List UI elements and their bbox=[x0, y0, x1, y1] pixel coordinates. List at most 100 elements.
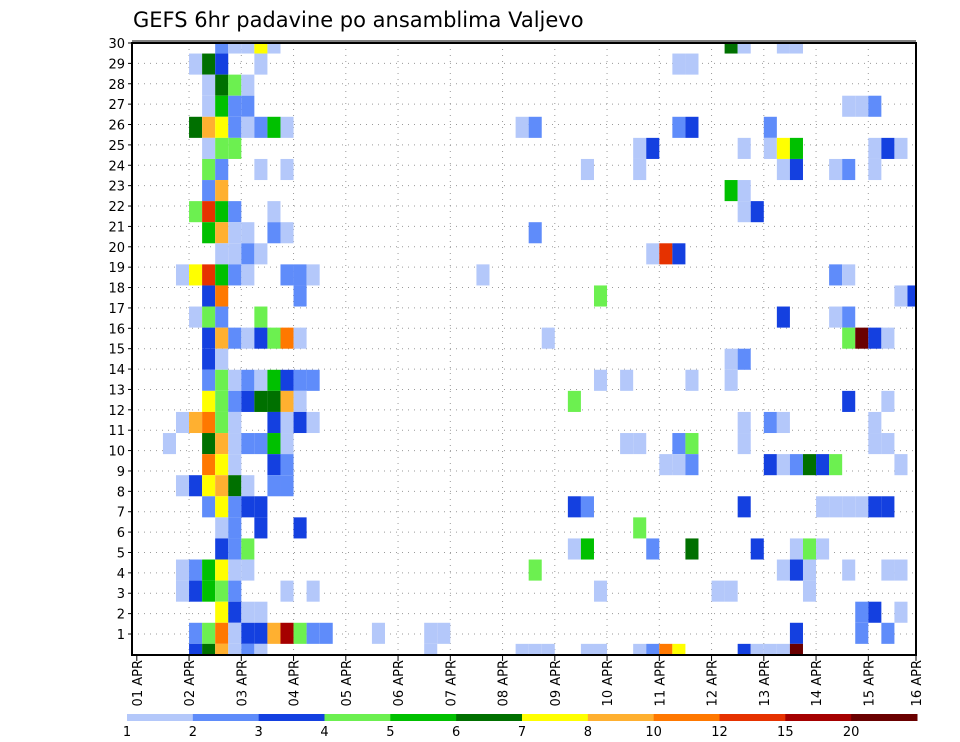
heatmap-cell bbox=[567, 390, 581, 412]
heatmap-cell bbox=[776, 454, 790, 476]
colorbar-segment bbox=[587, 714, 655, 721]
colorbar-segment bbox=[522, 714, 589, 721]
y-tick-label: 22 bbox=[108, 200, 125, 215]
heatmap-cell bbox=[672, 53, 686, 75]
heatmap-cell bbox=[280, 222, 294, 244]
heatmap-cell bbox=[280, 433, 294, 455]
colorbar: 1 2 3 4 5 6 7 8 10 12 15 20 bbox=[123, 714, 918, 740]
y-tick-label: 30 bbox=[108, 37, 125, 52]
heatmap-cell bbox=[437, 622, 451, 644]
heatmap-cell bbox=[241, 43, 255, 54]
heatmap-cell bbox=[267, 411, 281, 434]
heatmap-cell bbox=[202, 390, 216, 412]
heatmap-cell bbox=[254, 53, 268, 75]
heatmap-cell bbox=[267, 369, 281, 391]
heatmap-cell bbox=[541, 643, 555, 655]
heatmap-cell bbox=[476, 264, 490, 286]
x-tick-label: 10 APR bbox=[601, 660, 616, 706]
x-axis: 01 APR 02 APR 03 APR 04 APR 05 APR 06 APR 07 A… bbox=[131, 655, 925, 706]
heatmap-cell bbox=[228, 243, 242, 265]
heatmap-cell bbox=[724, 580, 738, 602]
heatmap-cell bbox=[215, 348, 229, 370]
heatmap-cell bbox=[215, 43, 229, 54]
x-tick-label: 15 APR bbox=[862, 660, 877, 706]
heatmap-cell bbox=[306, 622, 320, 644]
heatmap-cell bbox=[202, 433, 216, 455]
heatmap-cell bbox=[280, 390, 294, 412]
heatmap-cell bbox=[567, 538, 581, 560]
heatmap-cell bbox=[724, 348, 738, 370]
heatmap-cell bbox=[868, 433, 882, 455]
heatmap-cell bbox=[855, 496, 869, 518]
heatmap-cell bbox=[763, 137, 777, 159]
heatmap-cell bbox=[776, 559, 790, 581]
y-tick-label: 21 bbox=[108, 220, 125, 235]
heatmap-cell bbox=[189, 622, 203, 644]
heatmap-cell bbox=[855, 327, 869, 349]
heatmap-cell bbox=[228, 116, 242, 138]
y-tick-label: 16 bbox=[108, 322, 125, 337]
heatmap-cell bbox=[737, 433, 751, 455]
heatmap-cell bbox=[215, 411, 229, 434]
heatmap-cell bbox=[215, 158, 229, 181]
heatmap-cell bbox=[881, 327, 895, 349]
colorbar-label: 7 bbox=[518, 725, 526, 740]
heatmap-cell bbox=[646, 643, 660, 655]
heatmap-cell bbox=[829, 264, 843, 286]
heatmap-cell bbox=[855, 622, 869, 644]
heatmap-cell bbox=[280, 116, 294, 138]
heatmap-cell bbox=[241, 390, 255, 412]
heatmap-cell bbox=[646, 538, 660, 560]
heatmap-cell bbox=[842, 95, 856, 117]
heatmap-cell bbox=[202, 74, 216, 96]
heatmap-cell bbox=[228, 43, 242, 54]
y-tick-label: 24 bbox=[108, 159, 125, 174]
colorbar-segment bbox=[785, 714, 852, 721]
heatmap-cell bbox=[724, 180, 738, 202]
heatmap-cell bbox=[816, 538, 830, 560]
y-tick-label: 1 bbox=[117, 628, 125, 643]
y-tick-label: 20 bbox=[108, 241, 125, 256]
heatmap-cell bbox=[241, 74, 255, 96]
y-tick-label: 10 bbox=[108, 445, 125, 460]
heatmap-cell bbox=[789, 43, 803, 54]
colorbar-label: 10 bbox=[645, 725, 662, 740]
heatmap-cell bbox=[254, 622, 268, 644]
heatmap-cell bbox=[228, 454, 242, 476]
heatmap-cell bbox=[672, 454, 686, 476]
heatmap-cell bbox=[202, 580, 216, 602]
heatmap-cell bbox=[750, 201, 764, 223]
heatmap-cell bbox=[515, 116, 529, 138]
y-tick-label: 28 bbox=[108, 78, 125, 93]
heatmap-cell bbox=[228, 643, 242, 655]
heatmap-cell bbox=[215, 433, 229, 455]
heatmap-cell bbox=[789, 158, 803, 181]
heatmap-cell bbox=[202, 53, 216, 75]
heatmap-cell bbox=[215, 475, 229, 497]
heatmap-cell bbox=[162, 433, 176, 455]
heatmap-cell bbox=[215, 201, 229, 223]
heatmap-cell bbox=[215, 538, 229, 560]
heatmap-cell bbox=[202, 496, 216, 518]
heatmap-cell bbox=[829, 454, 843, 476]
y-tick-label: 18 bbox=[108, 282, 125, 297]
heatmap-cell bbox=[293, 390, 307, 412]
heatmap-cell bbox=[241, 327, 255, 349]
heatmap-cell bbox=[202, 264, 216, 286]
heatmap-cell bbox=[894, 285, 908, 307]
heatmap-cell bbox=[254, 496, 268, 518]
heatmap-cell bbox=[228, 496, 242, 518]
y-tick-label: 2 bbox=[117, 608, 125, 623]
heatmap-cell bbox=[789, 454, 803, 476]
heatmap-cell bbox=[306, 580, 320, 602]
heatmap-cell bbox=[228, 517, 242, 539]
y-axis: 1234567891011121314151617181920212223242… bbox=[108, 37, 132, 643]
heatmap-cell bbox=[175, 559, 190, 581]
heatmap-cell bbox=[215, 327, 229, 349]
heatmap-cell bbox=[254, 306, 268, 328]
colorbar-label: 8 bbox=[584, 725, 592, 740]
heatmap-cell bbox=[189, 53, 203, 75]
heatmap-cell bbox=[215, 243, 229, 265]
heatmap-cell bbox=[737, 643, 751, 655]
heatmap-cell bbox=[763, 454, 777, 476]
